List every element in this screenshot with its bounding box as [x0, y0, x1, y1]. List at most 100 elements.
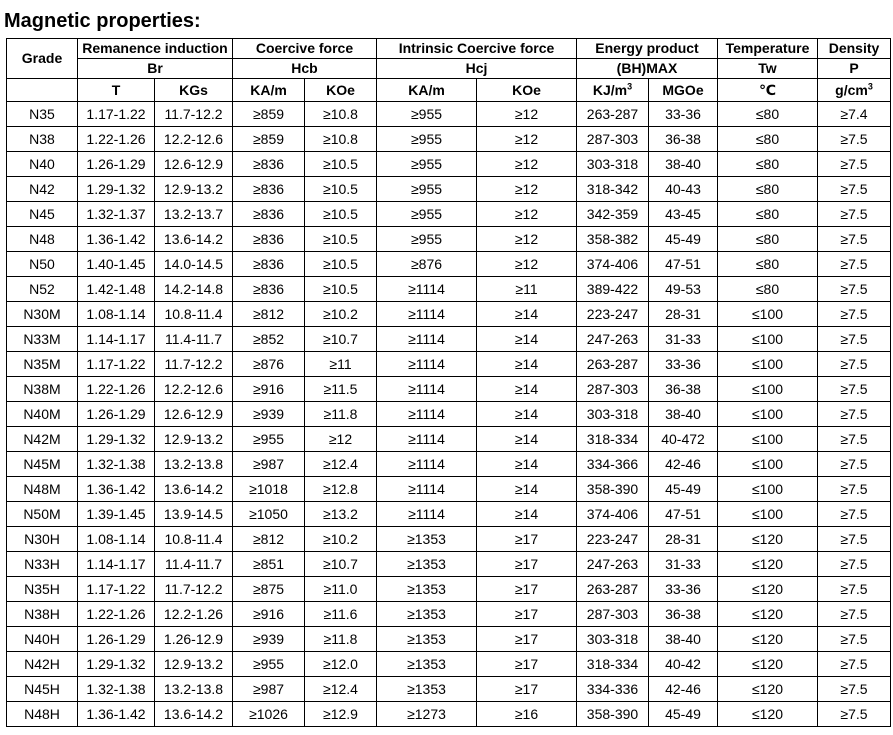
temperature-cell: ≤80 [717, 101, 818, 127]
grade-cell: N40 [6, 151, 78, 177]
bhmax-kjm3-cell: 358-390 [576, 476, 649, 502]
hcj-kam-cell: ≥1114 [376, 351, 477, 377]
hcb-kam-cell: ≥859 [232, 101, 305, 127]
temperature-cell: ≤120 [717, 526, 818, 552]
grade-cell: N50 [6, 251, 78, 277]
table-row: N35M 1.17-1.22 11.7-12.2 ≥876 ≥11 ≥1114 ≥14 263… [6, 351, 891, 377]
br-tesla-cell: 1.22-1.26 [77, 126, 155, 152]
unit-gcm3: g/cm3 [817, 78, 891, 102]
bhmax-mgoe-cell: 38-40 [648, 401, 718, 427]
hcj-kam-cell: ≥955 [376, 226, 477, 252]
bhmax-kjm3-cell: 318-334 [576, 651, 649, 677]
hcb-koe-cell: ≥10.5 [304, 201, 377, 227]
bhmax-kjm3-cell: 247-263 [576, 326, 649, 352]
density-cell: ≥7.5 [817, 476, 891, 502]
unit-gcm-text: g/cm [835, 82, 868, 98]
energy-product-symbol: (BH)MAX [576, 58, 718, 79]
grade-cell: N33M [6, 326, 78, 352]
bhmax-mgoe-cell: 36-38 [648, 126, 718, 152]
density-cell: ≥7.5 [817, 576, 891, 602]
br-kgs-cell: 12.6-12.9 [154, 151, 233, 177]
grade-cell: N42H [6, 651, 78, 677]
grade-cell: N45M [6, 451, 78, 477]
hcb-koe-cell: ≥10.8 [304, 101, 377, 127]
hcj-kam-cell: ≥1114 [376, 401, 477, 427]
br-tesla-cell: 1.29-1.32 [77, 651, 155, 677]
grade-cell: N45 [6, 201, 78, 227]
hcj-koe-cell: ≥14 [476, 451, 577, 477]
hcb-kam-cell: ≥836 [232, 151, 305, 177]
temperature-cell: ≤100 [717, 401, 818, 427]
hcb-koe-cell: ≥10.2 [304, 526, 377, 552]
temperature-header: Temperature [717, 38, 818, 59]
bhmax-mgoe-cell: 45-49 [648, 226, 718, 252]
unit-hcj-kam: KA/m [376, 78, 477, 102]
hcj-koe-cell: ≥12 [476, 126, 577, 152]
density-cell: ≥7.5 [817, 151, 891, 177]
hcb-kam-cell: ≥916 [232, 601, 305, 627]
br-tesla-cell: 1.14-1.17 [77, 326, 155, 352]
table-row: N33H 1.14-1.17 11.4-11.7 ≥851 ≥10.7 ≥1353 ≥17 2… [6, 551, 891, 577]
br-kgs-cell: 11.7-12.2 [154, 351, 233, 377]
remanence-symbol: Br [77, 58, 233, 79]
hcb-koe-cell: ≥11.6 [304, 601, 377, 627]
density-cell: ≥7.5 [817, 301, 891, 327]
grade-cell: N42M [6, 426, 78, 452]
temperature-cell: ≤120 [717, 576, 818, 602]
hcb-koe-cell: ≥12.8 [304, 476, 377, 502]
br-tesla-cell: 1.36-1.42 [77, 476, 155, 502]
bhmax-mgoe-cell: 33-36 [648, 101, 718, 127]
bhmax-kjm3-cell: 287-303 [576, 126, 649, 152]
table-row: N50M 1.39-1.45 13.9-14.5 ≥1050 ≥13.2 ≥1114 ≥14… [6, 501, 891, 527]
density-symbol: P [817, 58, 891, 79]
density-cell: ≥7.5 [817, 401, 891, 427]
hcb-koe-cell: ≥11.0 [304, 576, 377, 602]
unit-hcb-koe: KOe [304, 78, 377, 102]
bhmax-kjm3-cell: 263-287 [576, 101, 649, 127]
hcb-kam-cell: ≥1018 [232, 476, 305, 502]
hcj-koe-cell: ≥14 [476, 376, 577, 402]
density-cell: ≥7.5 [817, 126, 891, 152]
bhmax-mgoe-cell: 47-51 [648, 251, 718, 277]
grade-cell: N42 [6, 176, 78, 202]
unit-kjm-text: KJ/m [592, 82, 628, 98]
grade-cell: N30H [6, 526, 78, 552]
bhmax-kjm3-cell: 374-406 [576, 501, 649, 527]
hcb-koe-cell: ≥11.8 [304, 626, 377, 652]
bhmax-mgoe-cell: 28-31 [648, 526, 718, 552]
table-row: N48 1.36-1.42 13.6-14.2 ≥836 ≥10.5 ≥955 ≥12 358… [6, 226, 891, 252]
grade-cell: N30M [6, 301, 78, 327]
hcj-koe-cell: ≥12 [476, 151, 577, 177]
density-cell: ≥7.5 [817, 601, 891, 627]
hcb-koe-cell: ≥10.7 [304, 326, 377, 352]
bhmax-kjm3-cell: 263-287 [576, 576, 649, 602]
br-kgs-cell: 13.2-13.7 [154, 201, 233, 227]
density-header: Density [817, 38, 891, 59]
bhmax-mgoe-cell: 38-40 [648, 626, 718, 652]
table-row: N38 1.22-1.26 12.2-12.6 ≥859 ≥10.8 ≥955 ≥12 287… [6, 126, 891, 152]
bhmax-mgoe-cell: 38-40 [648, 151, 718, 177]
hcb-koe-cell: ≥10.8 [304, 126, 377, 152]
hcj-kam-cell: ≥1114 [376, 326, 477, 352]
temperature-cell: ≤100 [717, 351, 818, 377]
hcj-kam-cell: ≥1353 [376, 626, 477, 652]
hcj-kam-cell: ≥955 [376, 151, 477, 177]
bhmax-kjm3-cell: 303-318 [576, 626, 649, 652]
temperature-cell: ≤80 [717, 276, 818, 302]
hcb-koe-cell: ≥13.2 [304, 501, 377, 527]
density-cell: ≥7.4 [817, 101, 891, 127]
magnetic-properties-table: Grade Remanence induction Coercive force… [6, 38, 891, 727]
table-row: N52 1.42-1.48 14.2-14.8 ≥836 ≥10.5 ≥1114 ≥11 38… [6, 276, 891, 302]
hcj-kam-cell: ≥1353 [376, 576, 477, 602]
grade-cell: N40H [6, 626, 78, 652]
hcb-kam-cell: ≥1026 [232, 701, 305, 727]
hcj-kam-cell: ≥1114 [376, 276, 477, 302]
hcb-kam-cell: ≥812 [232, 526, 305, 552]
bhmax-kjm3-cell: 334-366 [576, 451, 649, 477]
br-kgs-cell: 14.0-14.5 [154, 251, 233, 277]
hcj-kam-cell: ≥1353 [376, 651, 477, 677]
grade-cell: N45H [6, 676, 78, 702]
table-row: N35H 1.17-1.22 11.7-12.2 ≥875 ≥11.0 ≥1353 ≥17 2… [6, 576, 891, 602]
br-tesla-cell: 1.17-1.22 [77, 101, 155, 127]
hcj-kam-cell: ≥955 [376, 101, 477, 127]
